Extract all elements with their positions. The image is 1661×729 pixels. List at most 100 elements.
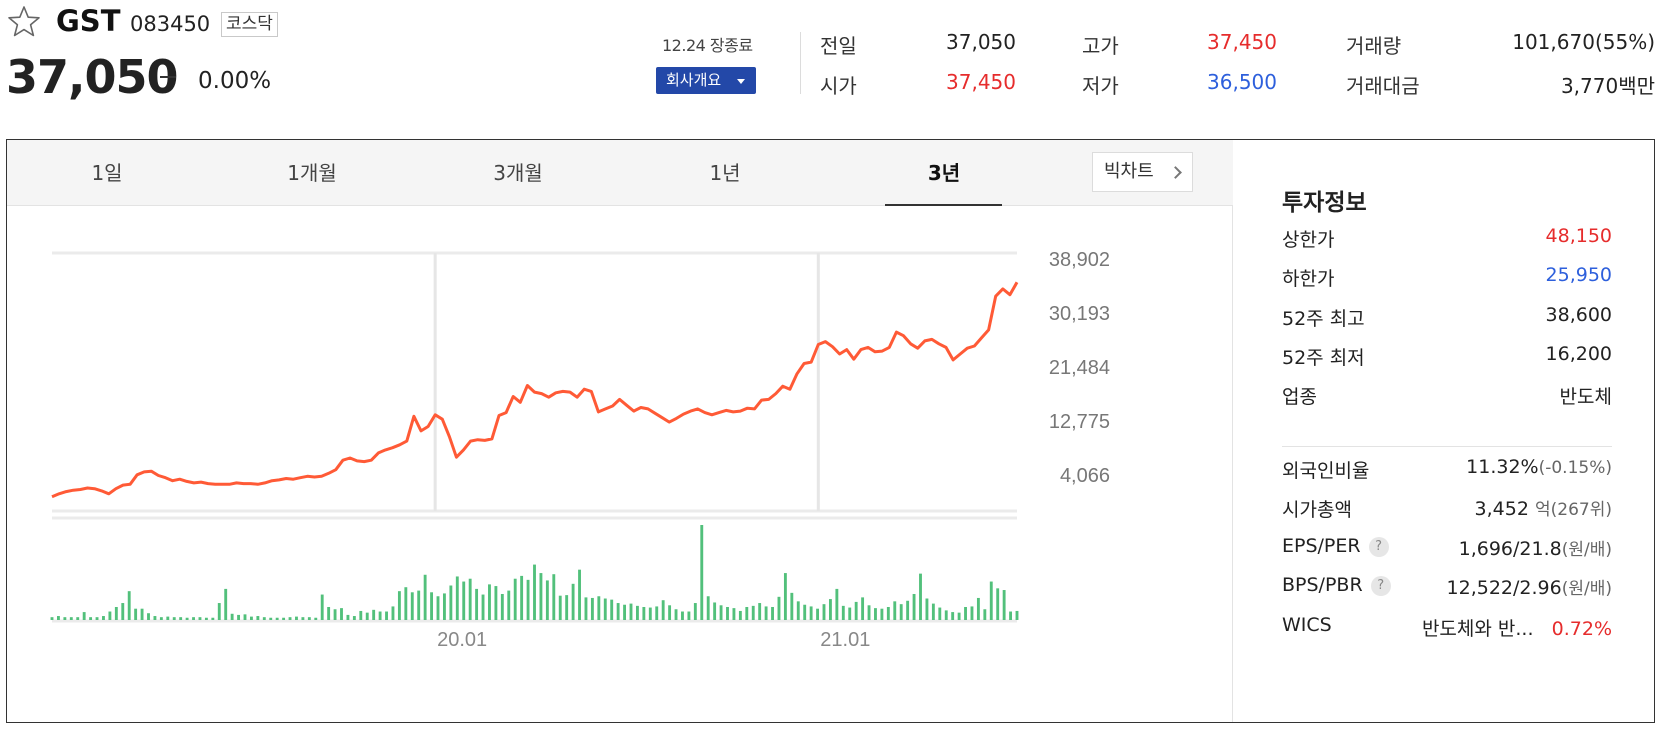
volume-bar: [732, 608, 736, 620]
volume-bar: [681, 611, 684, 620]
volume-bar: [925, 598, 929, 620]
volume-bar: [674, 609, 678, 620]
period-tabs: 1일 1개월 3개월 1년 3년 빅차트: [7, 140, 1233, 206]
big-chart-button[interactable]: 빅차트: [1092, 152, 1193, 192]
volume-bar: [526, 579, 530, 620]
price-volume-chart[interactable]: 38,902 30,193 21,484 12,775 4,066 20.01 21.01: [7, 206, 1233, 722]
volume-bar: [584, 597, 588, 620]
volume-bar: [919, 573, 922, 620]
bps-pbr-number: 12,522/2.96: [1446, 577, 1562, 599]
volume-bar: [507, 590, 511, 620]
prev-close-label: 전일: [820, 34, 857, 58]
foreign-ratio-value: 11.32%(-0.15%): [1466, 456, 1612, 478]
volume-bar: [365, 612, 369, 620]
price-line: [51, 281, 1019, 499]
tab-1-year[interactable]: 1년: [709, 161, 741, 185]
stock-name: GST: [56, 4, 121, 38]
high-value: 37,450: [1207, 30, 1277, 54]
market-badge: 코스닥: [221, 12, 278, 37]
volume-bar: [95, 617, 99, 620]
volume-bar: [423, 574, 427, 620]
foreign-ratio-label: 외국인비율: [1282, 460, 1370, 482]
volume-bar: [964, 606, 967, 620]
volume-bar: [288, 617, 292, 620]
industry-row: 업종 반도체: [1282, 382, 1612, 412]
volume-bar: [861, 597, 865, 620]
help-icon[interactable]: ?: [1370, 576, 1391, 596]
volume-bar: [687, 611, 691, 620]
divider: [1282, 446, 1612, 447]
volume-bar: [102, 616, 105, 620]
stock-header: GST 083450 코스닥 37,050 0.00% 12.24 장종료 회사…: [0, 0, 1661, 130]
y-tick-label: 12,775: [1049, 411, 1110, 433]
week52-low-row: 52주 최저 16,200: [1282, 343, 1612, 373]
volume-bar: [828, 599, 832, 620]
week52-low-label: 52주 최저: [1282, 347, 1365, 369]
volume-bar: [134, 608, 138, 620]
volume-bar: [700, 525, 704, 620]
company-overview-button[interactable]: 회사개요: [656, 67, 756, 94]
volume-bar: [668, 605, 672, 620]
bps-pbr-label: BPS/PBR: [1282, 574, 1363, 596]
volume-bar: [983, 609, 987, 620]
volume-label: 거래량: [1346, 34, 1402, 58]
volume-bar: [661, 600, 665, 620]
volume-bar: [352, 616, 356, 620]
volume-bar: [237, 614, 241, 620]
divider: [800, 32, 801, 94]
tab-3-month[interactable]: 3개월: [493, 161, 543, 185]
tab-1-day[interactable]: 1일: [91, 161, 123, 185]
industry-label: 업종: [1282, 386, 1317, 408]
chevron-right-icon: [1169, 166, 1182, 179]
volume-bar: [603, 598, 607, 620]
volume-bar: [816, 608, 820, 620]
volume-bar: [179, 617, 183, 620]
volume-bar: [475, 588, 479, 620]
wics-change: 0.72%: [1551, 618, 1612, 640]
volume-bar: [159, 617, 163, 620]
eps-per-value: 1,696/21.8(원/배): [1459, 535, 1612, 560]
volume-bar: [571, 583, 575, 620]
bps-pbr-row: BPS/PBR? 12,522/2.96(원/배): [1282, 574, 1612, 604]
wics-industry-link[interactable]: 반도체와 반...: [1421, 618, 1534, 640]
eps-per-label-wrap: EPS/PER?: [1282, 535, 1389, 557]
bps-pbr-label-wrap: BPS/PBR?: [1282, 574, 1391, 596]
volume-bar: [147, 613, 150, 620]
tab-1-month[interactable]: 1개월: [287, 161, 337, 185]
wics-value: 반도체와 반... 0.72%: [1422, 614, 1612, 641]
volume-bar: [211, 617, 215, 620]
volume-bar: [989, 581, 993, 620]
volume-bar: [635, 605, 639, 620]
tab-3-year[interactable]: 3년: [927, 161, 961, 185]
star-icon[interactable]: [6, 4, 42, 40]
volume-bar: [745, 606, 749, 620]
help-icon[interactable]: ?: [1368, 537, 1389, 557]
volume-bar: [616, 603, 620, 620]
volume-bar: [886, 606, 890, 620]
volume-bar: [500, 593, 504, 620]
high-label: 고가: [1082, 34, 1119, 58]
volume-bar: [359, 610, 363, 620]
volume-bar: [957, 612, 961, 620]
chart-area: 1일 1개월 3개월 1년 3년 빅차트 38,902 30,193 21,484 1…: [7, 140, 1233, 722]
upper-limit-row: 상한가 48,150: [1282, 225, 1612, 255]
volume-bar: [790, 592, 794, 620]
volume-bar: [397, 591, 401, 620]
volume-bar: [970, 606, 974, 620]
week52-high-label: 52주 최고: [1282, 308, 1365, 330]
invest-info-title: 투자정보: [1282, 190, 1367, 216]
wics-row: WICS 반도체와 반... 0.72%: [1282, 614, 1612, 644]
volume-bar: [249, 616, 253, 620]
volume-bar: [108, 611, 112, 620]
volume-bar: [282, 617, 286, 620]
volume-bar: [976, 597, 980, 620]
volume-bar: [809, 606, 813, 620]
change-rate: 0.00%: [198, 68, 272, 94]
volume-bar: [520, 575, 524, 620]
volume-bar: [449, 585, 453, 620]
volume-bar: [803, 604, 807, 620]
market-cap-unit: 억(267위): [1535, 500, 1612, 520]
volume-bar: [314, 617, 318, 620]
caret-down-icon: [737, 79, 745, 84]
volume-bar: [944, 610, 948, 620]
